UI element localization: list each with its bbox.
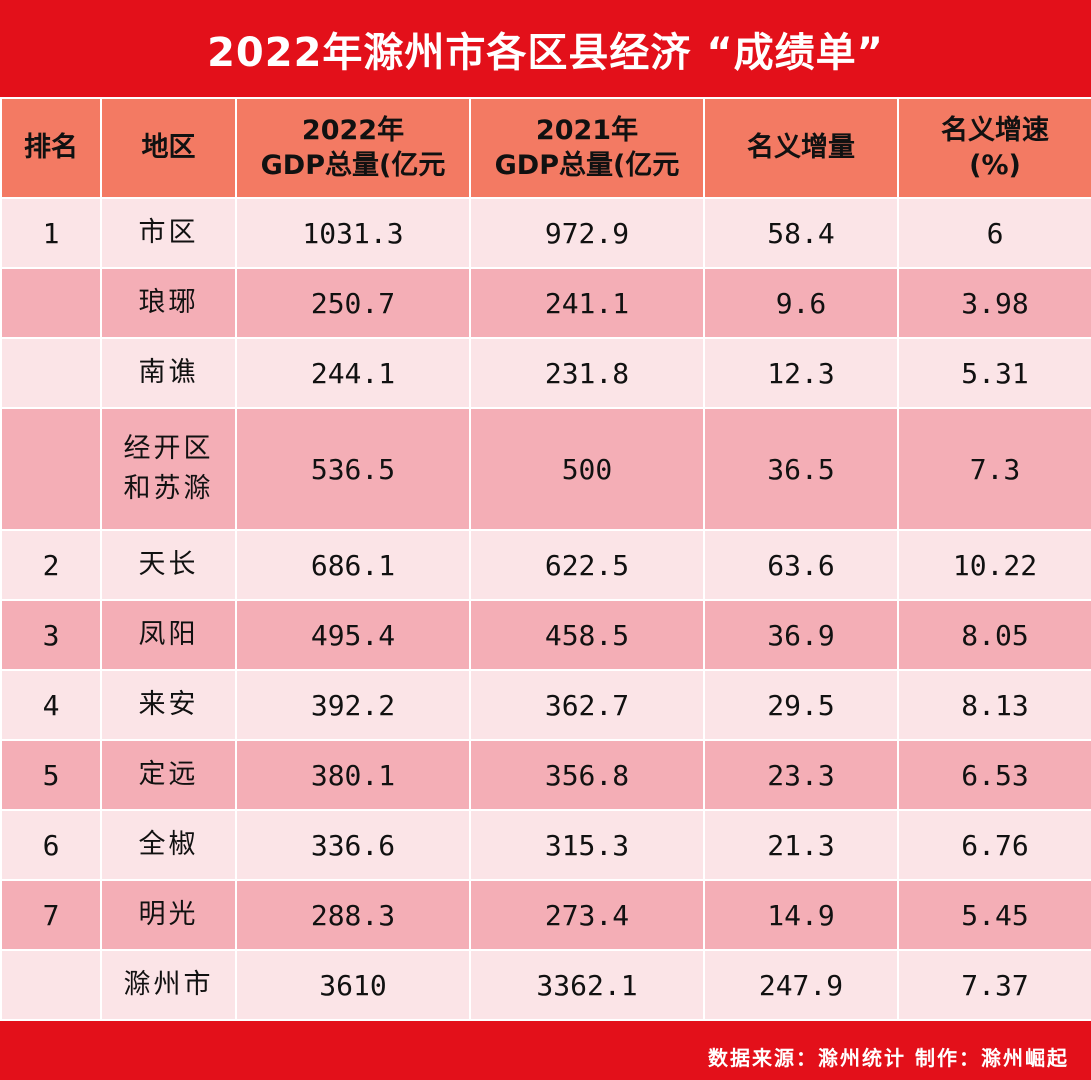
table-row: 7 明光 288.3 273.4 14.9 5.45 xyxy=(0,879,1091,951)
cell-growth: 6.53 xyxy=(897,739,1091,811)
header-gdp-2021: 2021年 GDP总量(亿元 xyxy=(469,97,705,199)
cell-region: 市区 xyxy=(100,197,237,269)
cell-region: 南谯 xyxy=(100,337,237,409)
cell-growth: 6.76 xyxy=(897,809,1091,881)
cell-region: 琅琊 xyxy=(100,267,237,339)
cell-rank: 3 xyxy=(0,599,102,671)
cell-region: 来安 xyxy=(100,669,237,741)
header-growth-unit: (%) xyxy=(969,150,1021,181)
cell-increase: 21.3 xyxy=(703,809,899,881)
cell-rank: 6 xyxy=(0,809,102,881)
table-row: 2 天长 686.1 622.5 63.6 10.22 xyxy=(0,529,1091,601)
cell-gdp-2022: 336.6 xyxy=(235,809,471,881)
header-gdp-2022-unit: GDP总量(亿元 xyxy=(260,150,446,181)
cell-gdp-2022: 244.1 xyxy=(235,337,471,409)
header-growth-label: 名义增速 xyxy=(941,114,1049,146)
cell-region: 凤阳 xyxy=(100,599,237,671)
cell-increase: 58.4 xyxy=(703,197,899,269)
cell-gdp-2022: 380.1 xyxy=(235,739,471,811)
cell-increase: 29.5 xyxy=(703,669,899,741)
cell-gdp-2022: 3610 xyxy=(235,949,471,1021)
header-rank: 排名 xyxy=(0,97,102,199)
gdp-table: 排名 地区 2022年 GDP总量(亿元 2021年 GDP总量(亿元 名义增量… xyxy=(0,97,1091,1021)
cell-increase: 23.3 xyxy=(703,739,899,811)
cell-region-line2: 和苏滁 xyxy=(123,473,214,504)
cell-gdp-2022: 392.2 xyxy=(235,669,471,741)
cell-region: 明光 xyxy=(100,879,237,951)
table-row: 6 全椒 336.6 315.3 21.3 6.76 xyxy=(0,809,1091,881)
cell-growth: 8.13 xyxy=(897,669,1091,741)
cell-gdp-2022: 288.3 xyxy=(235,879,471,951)
cell-region-line1: 经开区 xyxy=(123,432,214,464)
header-growth: 名义增速 (%) xyxy=(897,97,1091,199)
header-gdp-2021-unit: GDP总量(亿元 xyxy=(494,150,680,181)
cell-gdp-2021: 972.9 xyxy=(469,197,705,269)
cell-growth: 10.22 xyxy=(897,529,1091,601)
cell-rank: 2 xyxy=(0,529,102,601)
table-row: 3 凤阳 495.4 458.5 36.9 8.05 xyxy=(0,599,1091,671)
table-header-row: 排名 地区 2022年 GDP总量(亿元 2021年 GDP总量(亿元 名义增量… xyxy=(0,97,1091,199)
cell-increase: 36.5 xyxy=(703,407,899,531)
cell-growth: 8.05 xyxy=(897,599,1091,671)
table-row: 1 市区 1031.3 972.9 58.4 6 xyxy=(0,197,1091,269)
cell-increase: 14.9 xyxy=(703,879,899,951)
cell-increase: 36.9 xyxy=(703,599,899,671)
cell-gdp-2021: 231.8 xyxy=(469,337,705,409)
table-row: 南谯 244.1 231.8 12.3 5.31 xyxy=(0,337,1091,409)
cell-gdp-2021: 458.5 xyxy=(469,599,705,671)
table-row: 5 定远 380.1 356.8 23.3 6.53 xyxy=(0,739,1091,811)
cell-region: 天长 xyxy=(100,529,237,601)
table-row: 琅琊 250.7 241.1 9.6 3.98 xyxy=(0,267,1091,339)
cell-growth: 7.37 xyxy=(897,949,1091,1021)
table-row: 经开区 和苏滁 536.5 500 36.5 7.3 xyxy=(0,407,1091,531)
cell-gdp-2021: 500 xyxy=(469,407,705,531)
header-region: 地区 xyxy=(100,97,237,199)
cell-growth: 6 xyxy=(897,197,1091,269)
cell-gdp-2021: 356.8 xyxy=(469,739,705,811)
table-row-total: 滁州市 3610 3362.1 247.9 7.37 xyxy=(0,949,1091,1021)
cell-gdp-2021: 315.3 xyxy=(469,809,705,881)
cell-rank xyxy=(0,407,102,531)
cell-growth: 5.45 xyxy=(897,879,1091,951)
cell-growth: 7.3 xyxy=(897,407,1091,531)
cell-gdp-2021: 622.5 xyxy=(469,529,705,601)
cell-increase: 63.6 xyxy=(703,529,899,601)
cell-gdp-2022: 250.7 xyxy=(235,267,471,339)
source-footer: 数据来源：滁州统计 制作：滁州崛起 xyxy=(708,1045,1069,1070)
cell-gdp-2021: 273.4 xyxy=(469,879,705,951)
cell-gdp-2021: 3362.1 xyxy=(469,949,705,1021)
header-increase: 名义增量 xyxy=(703,97,899,199)
page-title: 2022年滁州市各区县经济 “成绩单” xyxy=(207,29,884,76)
cell-growth: 5.31 xyxy=(897,337,1091,409)
cell-gdp-2022: 1031.3 xyxy=(235,197,471,269)
cell-rank: 5 xyxy=(0,739,102,811)
cell-region: 滁州市 xyxy=(100,949,237,1021)
cell-gdp-2021: 241.1 xyxy=(469,267,705,339)
cell-region: 全椒 xyxy=(100,809,237,881)
cell-region: 定远 xyxy=(100,739,237,811)
header-gdp-2022: 2022年 GDP总量(亿元 xyxy=(235,97,471,199)
cell-rank xyxy=(0,337,102,409)
cell-increase: 9.6 xyxy=(703,267,899,339)
cell-gdp-2021: 362.7 xyxy=(469,669,705,741)
cell-rank xyxy=(0,949,102,1021)
cell-increase: 12.3 xyxy=(703,337,899,409)
cell-rank xyxy=(0,267,102,339)
cell-gdp-2022: 686.1 xyxy=(235,529,471,601)
cell-region: 经开区 和苏滁 xyxy=(100,407,237,531)
header-gdp-2022-year: 2022年 xyxy=(301,114,405,146)
cell-rank: 4 xyxy=(0,669,102,741)
table-row: 4 来安 392.2 362.7 29.5 8.13 xyxy=(0,669,1091,741)
cell-rank: 7 xyxy=(0,879,102,951)
cell-gdp-2022: 536.5 xyxy=(235,407,471,531)
cell-rank: 1 xyxy=(0,197,102,269)
cell-growth: 3.98 xyxy=(897,267,1091,339)
header-gdp-2021-year: 2021年 xyxy=(535,114,639,146)
cell-gdp-2022: 495.4 xyxy=(235,599,471,671)
cell-increase: 247.9 xyxy=(703,949,899,1021)
